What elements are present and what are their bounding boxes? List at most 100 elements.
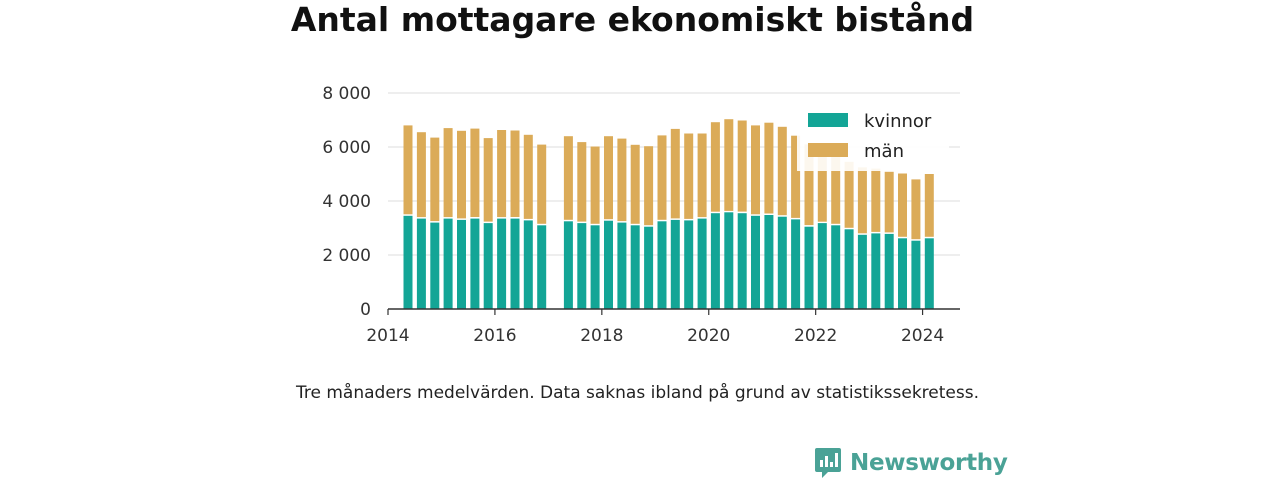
bar-kvinnor (710, 213, 720, 309)
bar-man (470, 128, 480, 217)
x-tick-label: 2018 (580, 326, 623, 346)
bar-kvinnor (831, 225, 841, 309)
bar-kvinnor (443, 218, 453, 309)
bar-man (911, 179, 921, 240)
x-tick-label: 2014 (366, 326, 409, 346)
bar-man (777, 126, 787, 216)
legend-label-man: män (864, 141, 904, 162)
bar-man (670, 128, 680, 219)
bar-man (724, 119, 734, 211)
bar-man (523, 134, 533, 219)
bar-kvinnor (563, 221, 573, 310)
y-tick-label: 8 000 (322, 84, 371, 104)
bar-kvinnor (590, 225, 600, 309)
bar-kvinnor (604, 220, 613, 309)
y-tick-label: 6 000 (322, 138, 371, 158)
bar-kvinnor (791, 219, 801, 309)
legend-background (797, 96, 949, 171)
bar-kvinnor (470, 218, 480, 309)
bar-kvinnor (724, 212, 734, 309)
bar-kvinnor (457, 219, 466, 309)
bar-man (871, 168, 881, 232)
bar-kvinnor (630, 225, 640, 309)
newsworthy-logo-icon (815, 448, 841, 478)
bar-kvinnor (497, 218, 507, 309)
bar-man (617, 138, 627, 222)
bar-kvinnor (644, 226, 654, 309)
bar-kvinnor (871, 233, 881, 309)
bar-kvinnor (884, 233, 894, 309)
y-tick-label: 0 (360, 300, 371, 320)
bar-kvinnor (657, 221, 667, 310)
bar-kvinnor (777, 216, 787, 309)
bar-man (924, 174, 934, 237)
bar-man (804, 144, 814, 226)
bar-man (604, 136, 613, 220)
legend-swatch-kvinnor (808, 113, 848, 127)
bar-man (403, 125, 413, 215)
bar-man (831, 155, 841, 224)
bar-kvinnor (764, 215, 774, 309)
bar-man (630, 144, 640, 224)
bar-kvinnor (911, 240, 921, 309)
bar-man (697, 133, 707, 218)
bar-man (737, 120, 747, 212)
x-tick-label: 2016 (473, 326, 516, 346)
bar-man (577, 142, 587, 222)
bar-kvinnor (577, 223, 587, 309)
x-tick-label: 2024 (901, 326, 944, 346)
bar-kvinnor (670, 219, 680, 309)
legend: kvinnor män (797, 96, 949, 171)
bar-man (710, 122, 720, 212)
bar-man (590, 146, 600, 224)
bar-man (898, 173, 907, 237)
bar-kvinnor (510, 218, 520, 309)
bar-kvinnor (697, 218, 707, 309)
bar-kvinnor (898, 238, 907, 309)
bar-kvinnor (844, 229, 854, 309)
y-tick-label: 2 000 (322, 246, 371, 266)
bar-kvinnor (617, 222, 627, 309)
bar-man (457, 130, 466, 219)
bar-man (443, 128, 453, 218)
bar-man (563, 136, 573, 220)
legend-label-kvinnor: kvinnor (864, 111, 932, 132)
bar-kvinnor (483, 223, 493, 309)
x-axis: 2014 2016 2018 2020 2022 2024 (366, 308, 960, 346)
bar-man (884, 171, 894, 233)
bar-man (497, 130, 507, 218)
bar-kvinnor (430, 222, 440, 309)
bar-kvinnor (804, 226, 814, 309)
y-axis: 0 2 000 4 000 6 000 8 000 (322, 84, 371, 320)
chart-title: Antal mottagare ekonomiskt bistånd (290, 0, 975, 39)
bar-man (644, 146, 654, 226)
y-tick-label: 4 000 (322, 192, 371, 212)
bar-man (483, 138, 493, 222)
bar-man (510, 130, 520, 217)
bar-man (751, 125, 760, 215)
legend-swatch-man (808, 143, 848, 157)
bar-kvinnor (857, 234, 867, 310)
bar-kvinnor (403, 215, 413, 309)
bar-man (684, 133, 694, 219)
brand-logo: Newsworthy (814, 446, 1008, 480)
bar-man (764, 122, 774, 214)
bar-man (844, 161, 854, 228)
bar-man (817, 148, 827, 222)
bar-man (857, 167, 867, 234)
bar-man (537, 144, 547, 224)
bar-kvinnor (924, 238, 934, 309)
bar-kvinnor (751, 215, 760, 309)
bar-man (416, 132, 426, 218)
x-tick-label: 2022 (794, 326, 837, 346)
bar-kvinnor (817, 223, 827, 309)
bar-kvinnor (523, 220, 533, 309)
bar-kvinnor (684, 220, 694, 309)
bar-kvinnor (416, 218, 426, 309)
bar-man (791, 135, 801, 218)
x-tick-label: 2020 (687, 326, 730, 346)
bar-kvinnor (537, 225, 547, 309)
bar-man (657, 135, 667, 220)
bar-man (430, 137, 440, 222)
